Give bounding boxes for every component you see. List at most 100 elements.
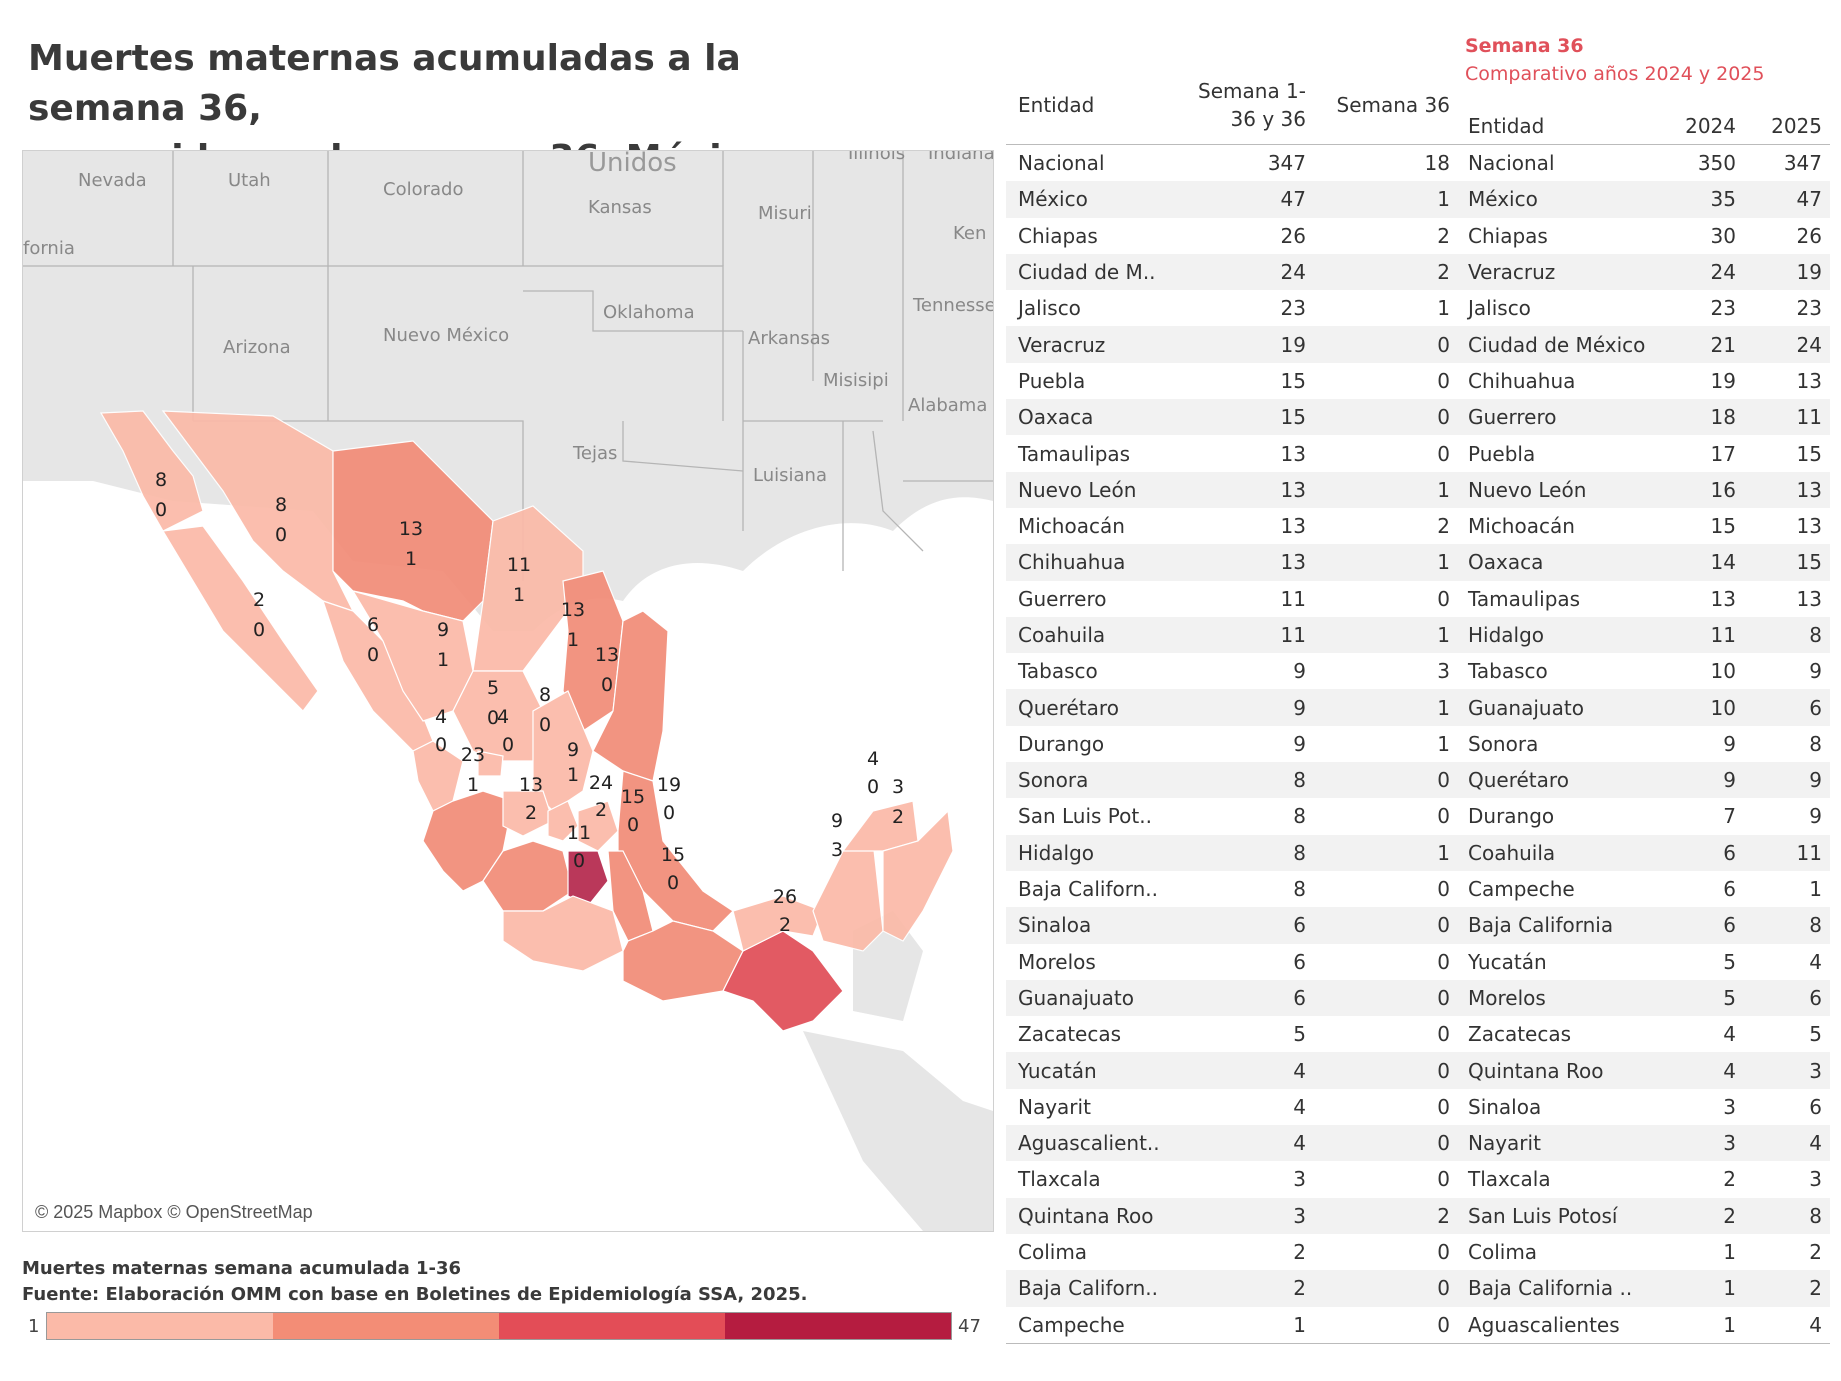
table-row[interactable]: Morelos 5 6 [1458,979,1830,1017]
table-row[interactable]: Chiapas 30 26 [1458,218,1830,254]
table-row[interactable]: Jalisco 23 1 [1006,290,1458,326]
table-row[interactable]: Chihuahua 13 1 [1006,544,1458,581]
label-tennessee: Tennesse [912,295,993,316]
cell-value: 0 [1314,762,1458,799]
table-row[interactable]: Quintana Roo 3 2 [1006,1197,1458,1234]
col-header-2025[interactable]: 2025 [1771,114,1822,138]
table-row[interactable]: Sinaloa 3 6 [1458,1089,1830,1125]
table-row[interactable]: Jalisco 23 23 [1458,290,1830,326]
table-row[interactable]: Veracruz 24 19 [1458,253,1830,291]
table-row[interactable]: Morelos 6 0 [1006,944,1458,980]
table-row[interactable]: Colima 2 0 [1006,1234,1458,1270]
table-row[interactable]: Hidalgo 8 1 [1006,834,1458,871]
table-row[interactable]: Michoacán 13 2 [1006,508,1458,544]
table-row[interactable]: Guerrero 11 0 [1006,581,1458,617]
cell-entidad: Nayarit [1018,1094,1091,1119]
table-row[interactable]: Chihuahua 19 13 [1458,363,1830,399]
table-row[interactable]: Yucatán 4 0 [1006,1052,1458,1089]
table-row[interactable]: Tamaulipas 13 13 [1458,581,1830,617]
table-row[interactable]: San Luis Potosí 2 8 [1458,1197,1830,1234]
table-row[interactable]: Sonora 8 0 [1006,762,1458,799]
table-row[interactable]: Baja Californ.. 8 0 [1006,871,1458,907]
label-ags-total: 4 [497,706,509,728]
col-header-entidad[interactable]: Entidad [1018,93,1095,117]
table-row[interactable]: México 47 1 [1006,181,1458,218]
table-row[interactable]: Sonora 9 8 [1458,726,1830,762]
legend-swatch-4 [725,1313,951,1339]
cell-value: 23 [1710,296,1736,321]
table-row[interactable]: Campeche 6 1 [1458,871,1830,907]
cell-entidad: Sonora [1468,731,1539,756]
table-row[interactable]: Tabasco 10 9 [1458,653,1830,689]
table-row[interactable]: San Luis Pot.. 8 0 [1006,798,1458,834]
label-nay-total: 4 [435,706,447,728]
table-row[interactable]: Sinaloa 6 0 [1006,907,1458,944]
table-row[interactable]: Coahuila 11 1 [1006,616,1458,654]
table-row[interactable]: Guanajuato 10 6 [1458,689,1830,726]
map-canvas[interactable]: Nevada Utah Colorado Unidos Kansas Misur… [23,151,993,1231]
table-row[interactable]: Nacional 350 347 [1458,145,1830,182]
table-row[interactable]: Quintana Roo 4 3 [1458,1052,1830,1089]
table-row[interactable]: Zacatecas 5 0 [1006,1016,1458,1052]
state-chiapas [722,930,844,1032]
cell-entidad: Jalisco [1468,296,1531,321]
table-row[interactable]: Nacional 347 18 [1006,145,1458,182]
cell-value: 15 [1710,514,1736,539]
table-row[interactable]: Puebla 17 15 [1458,435,1830,471]
table-row[interactable]: Tabasco 9 3 [1006,653,1458,689]
table-row[interactable]: Yucatán 5 4 [1458,944,1830,980]
table-row[interactable]: Coahuila 6 11 [1458,834,1830,871]
col-header-2024[interactable]: 2024 [1685,114,1736,138]
state-baja-california-sur [162,525,319,712]
col-header-entidad[interactable]: Entidad [1468,114,1545,138]
table-row[interactable]: Veracruz 19 0 [1006,326,1458,363]
cell-value: 6 [1656,834,1744,871]
cell-value: 0 [1437,368,1450,393]
table-row[interactable]: Baja Californ.. 2 0 [1006,1270,1458,1307]
table-row[interactable]: Hidalgo 11 8 [1458,616,1830,654]
table-row[interactable]: Aguascalient.. 4 0 [1006,1125,1458,1162]
table-row[interactable]: Aguascalientes 1 4 [1458,1307,1830,1344]
table-row[interactable]: Campeche 1 0 [1006,1307,1458,1344]
label-gro-total: 11 [567,822,591,844]
cell-entidad: Yucatán [1006,1052,1176,1089]
choropleth-map[interactable]: Nevada Utah Colorado Unidos Kansas Misur… [22,150,994,1232]
table-row[interactable]: Querétaro 9 9 [1458,762,1830,799]
table-row[interactable]: Michoacán 15 13 [1458,508,1830,544]
table-row[interactable]: Oaxaca 14 15 [1458,544,1830,581]
table-row[interactable]: Ciudad de México 21 24 [1458,326,1830,363]
cell-value: 6 [1744,979,1830,1017]
table-row[interactable]: Nuevo León 13 1 [1006,471,1458,508]
cell-value: 4 [1723,1022,1736,1047]
table-row[interactable]: Durango 9 1 [1006,726,1458,762]
table-row[interactable]: Colima 1 2 [1458,1234,1830,1270]
table-row[interactable]: Nuevo León 16 13 [1458,471,1830,508]
table-row[interactable]: Durango 7 9 [1458,798,1830,834]
table-row[interactable]: Guanajuato 6 0 [1006,979,1458,1017]
table-row[interactable]: Baja California .. 1 2 [1458,1270,1830,1307]
table-row[interactable]: México 35 47 [1458,181,1830,218]
col-header-cumulative[interactable]: Semana 1-36 y 36 [1198,79,1306,131]
table-row[interactable]: Guerrero 18 11 [1458,399,1830,436]
cell-entidad: Zacatecas [1018,1022,1122,1047]
cell-value: 6 [1744,689,1830,726]
table-row[interactable]: Oaxaca 15 0 [1006,399,1458,436]
table-row[interactable]: Tlaxcala 3 0 [1006,1161,1458,1197]
cell-value: 1 [1723,1240,1736,1265]
label-qroo-week: 2 [892,806,904,828]
cell-value: 1 [1656,1270,1744,1307]
table-row[interactable]: Chiapas 26 2 [1006,218,1458,254]
cell-entidad: Tabasco [1018,659,1098,684]
table-row[interactable]: Ciudad de M.. 24 2 [1006,253,1458,291]
table-row[interactable]: Puebla 15 0 [1006,363,1458,399]
table-row[interactable]: Baja California 6 8 [1458,907,1830,944]
table-row[interactable]: Zacatecas 4 5 [1458,1016,1830,1052]
table-row[interactable]: Querétaro 9 1 [1006,689,1458,726]
table-row[interactable]: Tamaulipas 13 0 [1006,435,1458,471]
table-row[interactable]: Nayarit 3 4 [1458,1125,1830,1162]
map-attribution[interactable]: © 2025 Mapbox © OpenStreetMap [31,1200,317,1225]
col-header-week[interactable]: Semana 36 [1336,93,1450,117]
cell-entidad: México [1006,181,1176,218]
table-row[interactable]: Nayarit 4 0 [1006,1089,1458,1125]
table-row[interactable]: Tlaxcala 2 3 [1458,1161,1830,1197]
